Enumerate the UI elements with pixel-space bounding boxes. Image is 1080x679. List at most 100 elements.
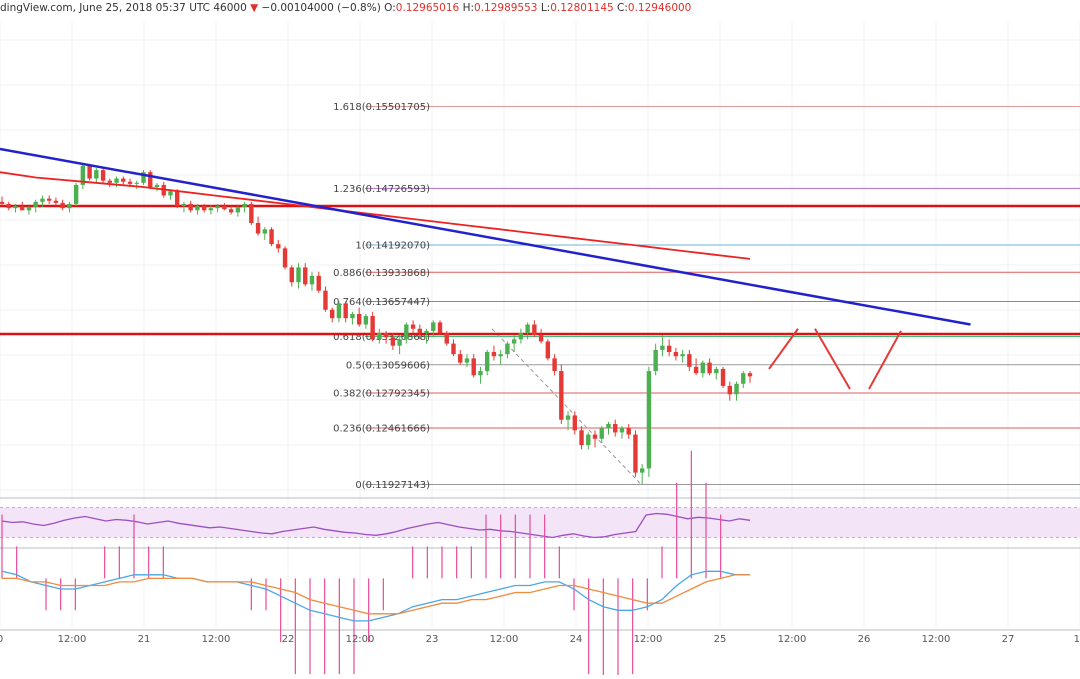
candle-body [53, 200, 59, 203]
rsi-panel [0, 507, 1080, 539]
candle-body [538, 335, 544, 342]
candle-body [141, 172, 146, 183]
projection-segment [868, 330, 902, 390]
candle-body [404, 324, 409, 340]
candle-body [249, 203, 254, 223]
candle-body [410, 324, 416, 329]
candle-body [303, 267, 308, 285]
header-symbol-tail: 46000 [213, 2, 247, 14]
time-tick-label: 23 [426, 634, 439, 645]
chart-overlays [0, 147, 971, 390]
candle-body [316, 275, 321, 291]
candle-body [693, 366, 699, 374]
header-close-label: C: [617, 2, 628, 14]
candle-body [363, 316, 369, 325]
header-high-label: H: [462, 2, 475, 14]
candle-body [417, 328, 423, 333]
header-open-label: O: [384, 2, 396, 14]
candle-body [673, 352, 679, 357]
header-open-value: 0.12965016 [395, 2, 460, 14]
candle-body [33, 201, 38, 208]
candle-body [464, 358, 470, 363]
bearish-trend-line[interactable] [0, 147, 971, 326]
macd-signal-line [2, 574, 750, 615]
header-high-value: 0.12989553 [474, 2, 538, 14]
candle-body [356, 313, 362, 325]
candle-body [80, 165, 86, 185]
candle-body [87, 165, 92, 179]
candle-body [498, 354, 503, 357]
candle-body [511, 339, 517, 344]
candle-body [215, 206, 220, 209]
candle-body [201, 206, 207, 211]
chart-header: dingView.com, June 25, 2018 05:37 UTC 46… [0, 2, 691, 20]
candle-body [720, 368, 726, 386]
candle-body [40, 198, 45, 202]
time-tick-label: 26 [858, 634, 871, 645]
candle-body [181, 203, 187, 207]
candle-body [478, 371, 483, 376]
candle-body [127, 181, 133, 184]
candle-body [350, 313, 355, 319]
time-tick-label: 12:00 [634, 634, 663, 645]
candle-body [289, 267, 294, 283]
candle-body [599, 428, 604, 439]
chart-grid [0, 22, 1080, 631]
candle-body [0, 201, 5, 204]
time-tick-label: 24 [570, 634, 583, 645]
fib-level-label: 0.618(0.13326868) [333, 332, 430, 343]
candle-body [565, 415, 571, 420]
candle-body [329, 309, 335, 319]
candle-body [6, 203, 11, 209]
candle-body [586, 434, 591, 446]
candle-body [646, 371, 652, 469]
candle-body [734, 383, 739, 395]
candle-body [545, 341, 551, 359]
header-source: dingView.com, June 25, 2018 05:37 UTC [0, 2, 211, 14]
candle-body [660, 345, 665, 350]
candle-body [579, 430, 584, 446]
fib-level-label: 0.886(0.13933868) [333, 268, 430, 279]
candle-body [552, 358, 557, 372]
candle-body [94, 170, 99, 179]
projection-segment [768, 328, 799, 370]
macd-panel [1, 450, 750, 679]
candle-body [148, 172, 153, 188]
candle-body [437, 322, 443, 333]
candle-body [154, 184, 160, 188]
candle-body [336, 303, 342, 319]
candle-body [471, 358, 476, 376]
candle-body [121, 178, 126, 182]
time-tick-label: 27 [1002, 634, 1015, 645]
candle-body [242, 203, 247, 208]
candle-body [707, 362, 712, 374]
time-tick-label: 12:00 [778, 634, 807, 645]
projection-segment [814, 328, 851, 390]
rsi-band [0, 507, 1080, 538]
candle-body [168, 191, 173, 196]
fib-level-label: 0(0.11927143) [355, 480, 430, 491]
candle-body [296, 267, 301, 283]
time-tick-label: 21 [138, 634, 151, 645]
candle-body [20, 206, 25, 211]
candle-body [282, 248, 288, 268]
time-tick-label: 12:00 [346, 634, 375, 645]
candle-body [431, 322, 436, 331]
time-tick-label: 12:00 [922, 634, 951, 645]
header-low-label: L: [540, 2, 551, 14]
candle-body [747, 373, 753, 377]
candle-body [444, 332, 449, 344]
candle-body [60, 202, 65, 209]
candle-body [484, 352, 490, 372]
fib-level-label: 0.5(0.13059606) [346, 360, 430, 371]
candle-body [572, 415, 577, 431]
candle-body [208, 208, 214, 211]
fib-level-label: 1.236(0.14726593) [333, 184, 430, 195]
candle-body [518, 332, 524, 340]
candle-body [195, 206, 200, 211]
candle-body [228, 209, 234, 213]
header-low-value: 0.12801145 [550, 2, 614, 14]
time-axis: 0 12:00 21 12:00 22 12:00 23 12:00 24 12:00 25 12:0… [0, 634, 1080, 645]
